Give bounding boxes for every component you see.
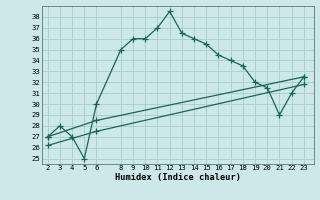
- X-axis label: Humidex (Indice chaleur): Humidex (Indice chaleur): [115, 173, 241, 182]
